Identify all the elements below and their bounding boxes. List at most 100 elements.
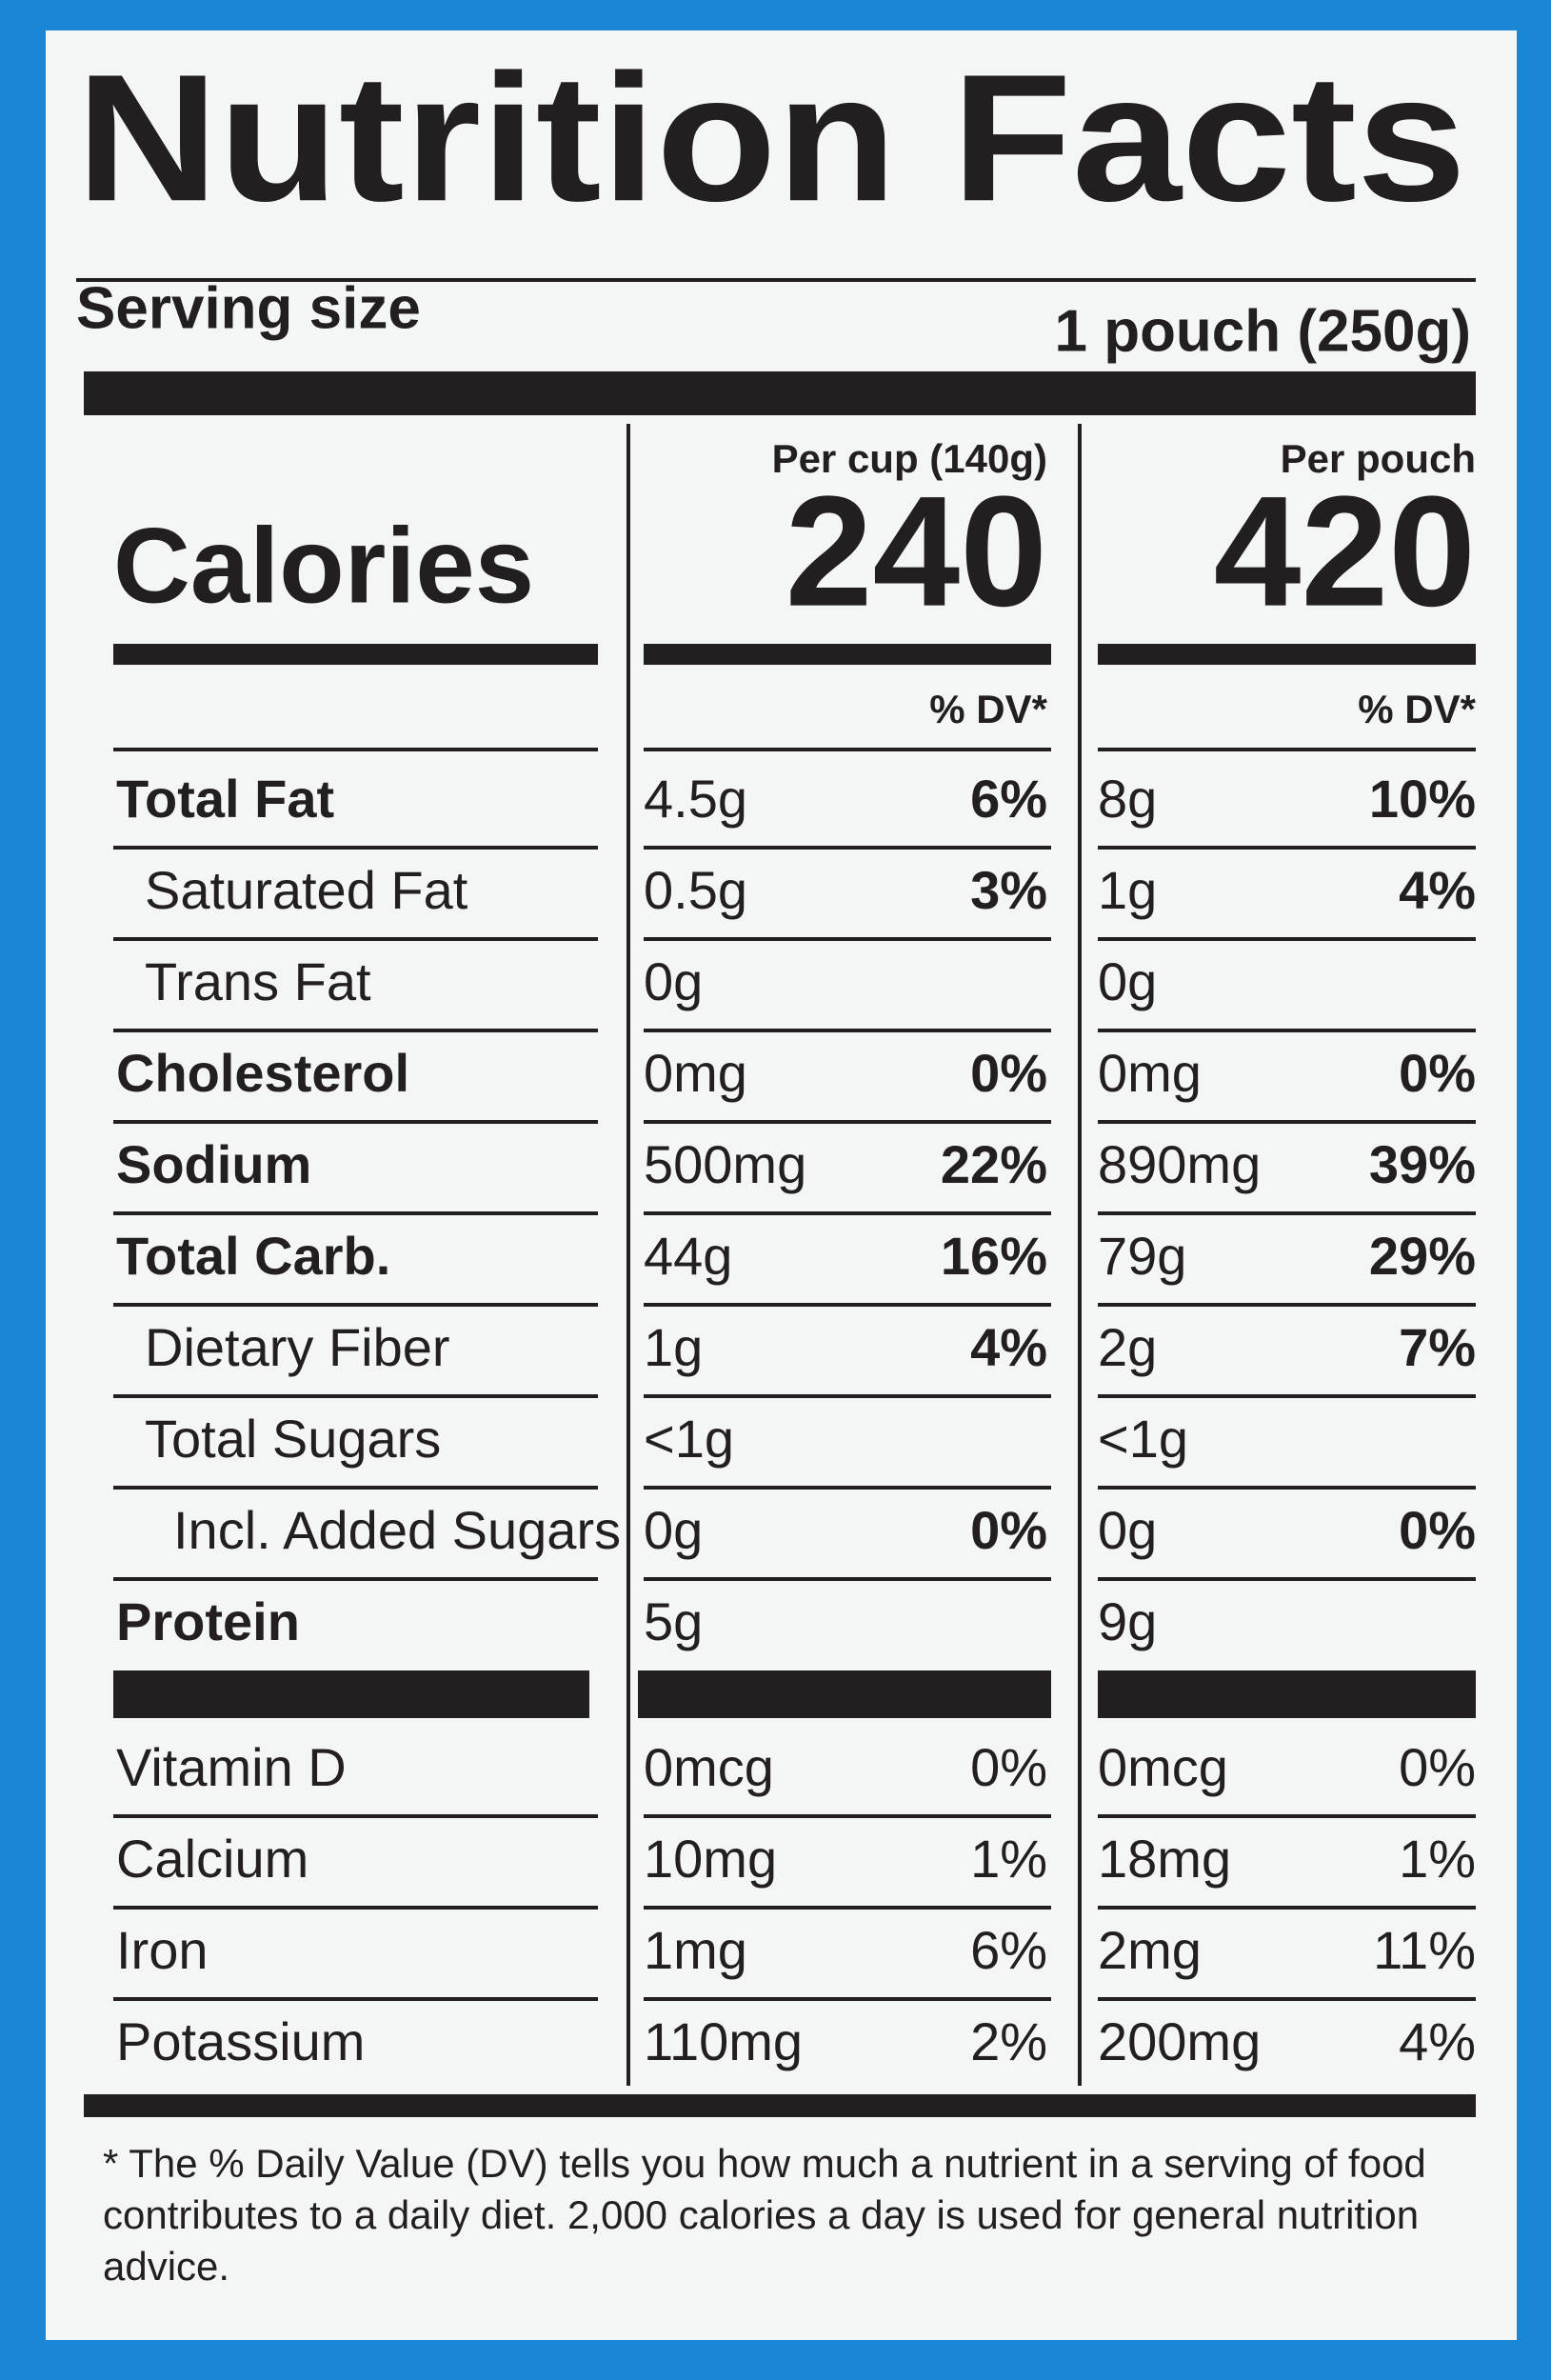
rule	[644, 1577, 1051, 1581]
rule	[644, 846, 1051, 850]
amount: 4.5g	[644, 769, 747, 829]
rule	[1098, 1211, 1476, 1215]
rule	[113, 1486, 598, 1490]
nutrient-name: Dietary Fiber	[145, 1317, 450, 1377]
daily-value: 0%	[970, 1043, 1047, 1103]
daily-value: 2%	[970, 2011, 1047, 2071]
daily-value: 1%	[1399, 1829, 1476, 1889]
rule	[644, 937, 1051, 941]
thick-bar	[1098, 644, 1476, 665]
nutrient-name: Iron	[116, 1920, 209, 1980]
rule	[1098, 1120, 1476, 1124]
daily-value: 0%	[1399, 1737, 1476, 1797]
amount: 0mg	[644, 1043, 747, 1103]
daily-value: 3%	[970, 860, 1047, 920]
rule	[644, 1211, 1051, 1215]
amount: 79g	[1098, 1226, 1186, 1286]
daily-value: 16%	[941, 1226, 1047, 1286]
amount: <1g	[644, 1409, 734, 1469]
rule	[1098, 937, 1476, 941]
amount: 0.5g	[644, 860, 747, 920]
rule	[113, 1997, 598, 2001]
daily-value: 0%	[970, 1737, 1047, 1797]
daily-value: 7%	[1399, 1317, 1476, 1377]
nutrient-name: Saturated Fat	[145, 860, 468, 920]
daily-value: 6%	[970, 769, 1047, 829]
thick-bar	[84, 2094, 1476, 2117]
serving-value: 1 pouch (250g)	[1054, 298, 1471, 364]
daily-value: 39%	[1369, 1134, 1476, 1194]
rule	[644, 1814, 1051, 1818]
rule	[1098, 1997, 1476, 2001]
amount: <1g	[1098, 1409, 1188, 1469]
rule	[644, 1120, 1051, 1124]
nutrient-name: Vitamin D	[116, 1737, 347, 1797]
rule	[1098, 748, 1476, 751]
calories-value: 240	[785, 464, 1047, 639]
nutrient-name: Cholesterol	[116, 1043, 409, 1103]
divider	[626, 424, 630, 2086]
rule	[113, 1814, 598, 1818]
rule	[644, 1906, 1051, 1910]
amount: 8g	[1098, 769, 1157, 829]
nutrient-name: Protein	[116, 1591, 300, 1651]
column-header: Per cup (140g)	[772, 436, 1047, 481]
thick-bar	[113, 1670, 589, 1718]
daily-value: 1%	[970, 1829, 1047, 1889]
divider	[1078, 424, 1082, 2086]
rule	[113, 1120, 598, 1124]
rule	[644, 1303, 1051, 1307]
amount: 0mcg	[644, 1737, 774, 1797]
nutrient-name: Calcium	[116, 1829, 308, 1889]
rule	[113, 937, 598, 941]
rule	[113, 748, 598, 751]
rule	[1098, 1486, 1476, 1490]
amount: 0mg	[1098, 1043, 1202, 1103]
rule	[1098, 1029, 1476, 1032]
nutrient-name: Trans Fat	[145, 951, 371, 1011]
rule	[113, 1906, 598, 1910]
amount: 0g	[1098, 951, 1157, 1011]
daily-value: 10%	[1369, 769, 1476, 829]
nutrient-name: Total Carb.	[116, 1226, 390, 1286]
dv-header: % DV*	[1358, 687, 1476, 731]
amount: 0mcg	[1098, 1737, 1228, 1797]
amount: 10mg	[644, 1829, 777, 1889]
daily-value: 4%	[1399, 860, 1476, 920]
rule	[1098, 1577, 1476, 1581]
amount: 0g	[644, 1500, 703, 1560]
thick-bar	[638, 1670, 1051, 1718]
rule	[644, 748, 1051, 751]
amount: 1g	[1098, 860, 1157, 920]
rule	[644, 1394, 1051, 1398]
dv-header: % DV*	[929, 687, 1047, 731]
daily-value: 22%	[941, 1134, 1047, 1194]
daily-value: 0%	[1399, 1500, 1476, 1560]
amount: 5g	[644, 1591, 703, 1651]
daily-value: 4%	[1399, 2011, 1476, 2071]
nutrient-name: Sodium	[116, 1134, 311, 1194]
rule	[644, 1997, 1051, 2001]
rule	[1098, 1814, 1476, 1818]
nutrient-name: Total Sugars	[145, 1409, 441, 1469]
daily-value: 11%	[1373, 1920, 1476, 1980]
amount: 2mg	[1098, 1920, 1202, 1980]
rule	[113, 846, 598, 850]
amount: 1mg	[644, 1920, 747, 1980]
rule	[1098, 1906, 1476, 1910]
rule	[1098, 1303, 1476, 1307]
rule	[113, 1303, 598, 1307]
daily-value: 4%	[970, 1317, 1047, 1377]
calories-label: Calories	[113, 507, 534, 626]
amount: 9g	[1098, 1591, 1157, 1651]
amount: 500mg	[644, 1134, 806, 1194]
rule	[113, 1211, 598, 1215]
rule	[1098, 1394, 1476, 1398]
thick-bar	[84, 371, 1476, 415]
amount: 110mg	[644, 2011, 803, 2071]
thick-bar	[1098, 1670, 1476, 1718]
amount: 200mg	[1098, 2011, 1261, 2071]
amount: 1g	[644, 1317, 703, 1377]
